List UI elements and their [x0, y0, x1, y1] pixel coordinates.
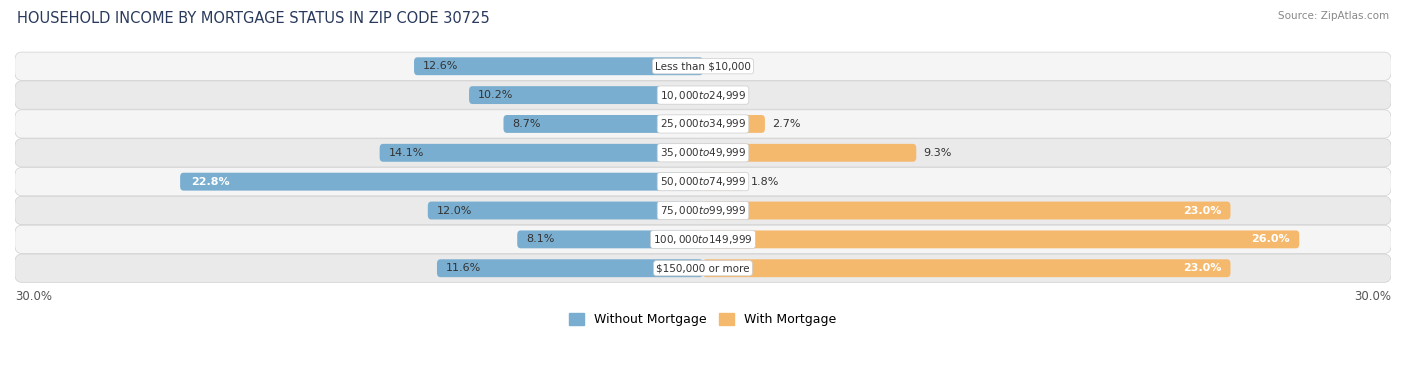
Text: 0.0%: 0.0%: [710, 90, 738, 100]
Text: 8.7%: 8.7%: [513, 119, 541, 129]
FancyBboxPatch shape: [703, 144, 917, 162]
FancyBboxPatch shape: [437, 259, 703, 277]
Text: $150,000 or more: $150,000 or more: [657, 263, 749, 273]
Text: 14.1%: 14.1%: [389, 148, 425, 158]
FancyBboxPatch shape: [15, 110, 1391, 138]
FancyBboxPatch shape: [380, 144, 703, 162]
FancyBboxPatch shape: [703, 202, 1230, 219]
Text: Less than $10,000: Less than $10,000: [655, 61, 751, 71]
Text: 9.3%: 9.3%: [924, 148, 952, 158]
Text: 1.8%: 1.8%: [751, 177, 779, 187]
FancyBboxPatch shape: [15, 52, 1391, 80]
Text: 22.8%: 22.8%: [191, 177, 231, 187]
Text: 30.0%: 30.0%: [1354, 290, 1391, 303]
FancyBboxPatch shape: [15, 139, 1391, 167]
FancyBboxPatch shape: [427, 202, 703, 219]
FancyBboxPatch shape: [15, 81, 1391, 109]
FancyBboxPatch shape: [15, 167, 1391, 196]
FancyBboxPatch shape: [503, 115, 703, 133]
Text: 23.0%: 23.0%: [1182, 263, 1222, 273]
Text: 2.7%: 2.7%: [772, 119, 800, 129]
FancyBboxPatch shape: [517, 230, 703, 248]
FancyBboxPatch shape: [15, 254, 1391, 282]
FancyBboxPatch shape: [703, 259, 1230, 277]
FancyBboxPatch shape: [703, 173, 744, 191]
Text: 0.0%: 0.0%: [710, 61, 738, 71]
FancyBboxPatch shape: [703, 230, 1299, 248]
Text: $100,000 to $149,999: $100,000 to $149,999: [654, 233, 752, 246]
Text: $10,000 to $24,999: $10,000 to $24,999: [659, 89, 747, 101]
Text: HOUSEHOLD INCOME BY MORTGAGE STATUS IN ZIP CODE 30725: HOUSEHOLD INCOME BY MORTGAGE STATUS IN Z…: [17, 11, 489, 26]
FancyBboxPatch shape: [703, 115, 765, 133]
Text: 26.0%: 26.0%: [1251, 234, 1291, 244]
Text: Source: ZipAtlas.com: Source: ZipAtlas.com: [1278, 11, 1389, 21]
Text: $75,000 to $99,999: $75,000 to $99,999: [659, 204, 747, 217]
FancyBboxPatch shape: [15, 196, 1391, 225]
Text: 12.0%: 12.0%: [437, 205, 472, 216]
Legend: Without Mortgage, With Mortgage: Without Mortgage, With Mortgage: [564, 308, 842, 331]
Text: 8.1%: 8.1%: [526, 234, 555, 244]
FancyBboxPatch shape: [15, 225, 1391, 253]
Text: $25,000 to $34,999: $25,000 to $34,999: [659, 118, 747, 130]
Text: 23.0%: 23.0%: [1182, 205, 1222, 216]
Text: 11.6%: 11.6%: [446, 263, 481, 273]
FancyBboxPatch shape: [413, 57, 703, 75]
Text: 12.6%: 12.6%: [423, 61, 458, 71]
Text: $50,000 to $74,999: $50,000 to $74,999: [659, 175, 747, 188]
FancyBboxPatch shape: [470, 86, 703, 104]
Text: $35,000 to $49,999: $35,000 to $49,999: [659, 146, 747, 159]
Text: 10.2%: 10.2%: [478, 90, 513, 100]
FancyBboxPatch shape: [180, 173, 703, 191]
Text: 30.0%: 30.0%: [15, 290, 52, 303]
